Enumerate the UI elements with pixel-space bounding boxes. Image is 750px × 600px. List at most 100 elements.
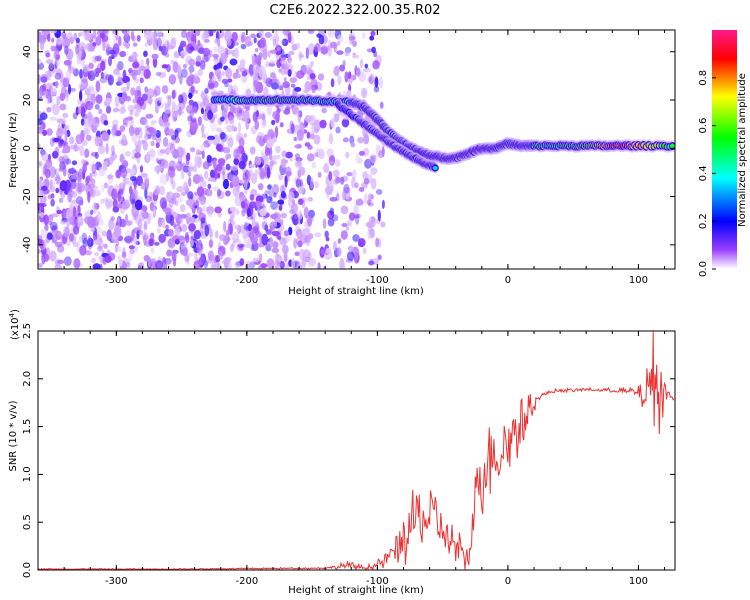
noise-speckle bbox=[250, 33, 256, 39]
noise-speckle bbox=[370, 178, 377, 190]
noise-speckle bbox=[319, 119, 327, 129]
colorbar-label: Normalized spectral amplitude bbox=[737, 73, 748, 227]
noise-speckle bbox=[227, 137, 234, 148]
noise-speckle bbox=[165, 224, 169, 230]
noise-speckle bbox=[285, 171, 292, 177]
noise-speckle bbox=[77, 184, 83, 196]
noise-speckle bbox=[237, 243, 245, 248]
noise-speckle bbox=[87, 216, 95, 229]
noise-speckle bbox=[105, 157, 114, 166]
noise-speckle bbox=[362, 32, 366, 39]
noise-speckle bbox=[86, 112, 93, 122]
noise-speckle bbox=[92, 42, 97, 47]
noise-speckle bbox=[117, 190, 122, 203]
noise-speckle bbox=[137, 138, 142, 151]
noise-speckle bbox=[48, 97, 53, 104]
noise-speckle bbox=[272, 192, 277, 198]
noise-speckle bbox=[311, 88, 316, 93]
noise-speckle bbox=[204, 32, 210, 39]
snr-xlabel: Height of straight line (km) bbox=[288, 585, 424, 596]
noise-speckle bbox=[159, 149, 167, 154]
noise-speckle bbox=[42, 122, 46, 130]
noise-speckle bbox=[270, 201, 278, 210]
noise-speckle bbox=[63, 59, 72, 66]
noise-speckle bbox=[271, 119, 276, 126]
noise-speckle bbox=[78, 82, 85, 90]
noise-speckle bbox=[352, 54, 360, 59]
noise-speckle bbox=[75, 37, 80, 44]
noise-speckle bbox=[138, 98, 145, 106]
noise-speckle bbox=[122, 41, 127, 47]
noise-speckle bbox=[197, 245, 202, 254]
noise-speckle bbox=[38, 118, 43, 126]
noise-speckle bbox=[195, 263, 200, 269]
noise-speckle bbox=[128, 181, 132, 188]
noise-speckle bbox=[198, 195, 207, 202]
noise-speckle bbox=[324, 230, 329, 239]
noise-speckle bbox=[327, 30, 334, 39]
noise-speckle bbox=[197, 68, 204, 77]
noise-speckle bbox=[225, 190, 231, 197]
noise-speckle bbox=[215, 164, 223, 172]
noise-speckle bbox=[257, 183, 264, 191]
noise-speckle bbox=[297, 262, 306, 269]
noise-speckle bbox=[308, 115, 316, 126]
noise-speckle bbox=[194, 191, 198, 196]
noise-speckle bbox=[290, 83, 296, 88]
noise-speckle bbox=[329, 207, 335, 216]
noise-speckle bbox=[280, 49, 285, 59]
noise-speckle bbox=[270, 213, 279, 220]
noise-speckle bbox=[199, 197, 207, 206]
noise-speckle bbox=[85, 100, 94, 111]
noise-speckle bbox=[242, 198, 250, 209]
noise-speckle bbox=[380, 221, 386, 228]
noise-speckle bbox=[217, 158, 226, 165]
noise-speckle bbox=[287, 69, 292, 77]
noise-speckle bbox=[44, 49, 50, 58]
noise-speckle bbox=[294, 144, 302, 149]
noise-speckle bbox=[171, 100, 176, 112]
noise-speckle bbox=[148, 149, 156, 157]
noise-speckle bbox=[266, 104, 272, 116]
noise-speckle bbox=[182, 165, 191, 173]
noise-speckle bbox=[275, 111, 280, 124]
noise-speckle bbox=[149, 266, 157, 269]
noise-speckle bbox=[271, 82, 279, 90]
colorbar-tick-label: 0.0 bbox=[698, 261, 709, 277]
noise-speckle bbox=[40, 148, 46, 156]
colorbar-ticks: 0.0 0.2 0.4 0.6 0.8 bbox=[698, 70, 716, 277]
noise-speckle bbox=[172, 221, 176, 228]
noise-speckle bbox=[222, 171, 226, 181]
noise-speckle bbox=[367, 228, 373, 240]
noise-speckle bbox=[132, 42, 138, 47]
noise-speckle bbox=[317, 73, 325, 81]
noise-speckle bbox=[339, 257, 345, 269]
noise-speckle bbox=[38, 160, 44, 168]
noise-speckle bbox=[119, 125, 126, 133]
noise-speckle bbox=[322, 218, 327, 230]
noise-speckle bbox=[227, 134, 233, 141]
noise-speckle bbox=[112, 107, 120, 112]
noise-speckle bbox=[73, 32, 78, 40]
noise-speckle bbox=[155, 129, 161, 138]
noise-speckle bbox=[362, 67, 371, 73]
noise-speckle bbox=[202, 160, 210, 170]
noise-speckle bbox=[166, 129, 174, 136]
noise-speckle bbox=[105, 97, 113, 104]
noise-speckle bbox=[292, 176, 301, 184]
noise-speckle bbox=[72, 241, 78, 248]
noise-speckle bbox=[177, 65, 182, 77]
noise-speckle bbox=[128, 251, 133, 263]
noise-speckle bbox=[143, 223, 148, 234]
noise-speckle bbox=[144, 133, 150, 141]
noise-speckle bbox=[369, 228, 375, 239]
noise-speckle bbox=[333, 113, 340, 123]
noise-speckle bbox=[58, 167, 65, 172]
spectrogram-xtick-label: -300 bbox=[105, 275, 128, 286]
noise-speckle bbox=[254, 54, 261, 65]
noise-speckle bbox=[95, 35, 102, 46]
noise-speckle bbox=[151, 136, 157, 141]
noise-speckle bbox=[89, 172, 93, 183]
noise-speckle bbox=[111, 144, 115, 156]
noise-speckle bbox=[242, 172, 248, 182]
